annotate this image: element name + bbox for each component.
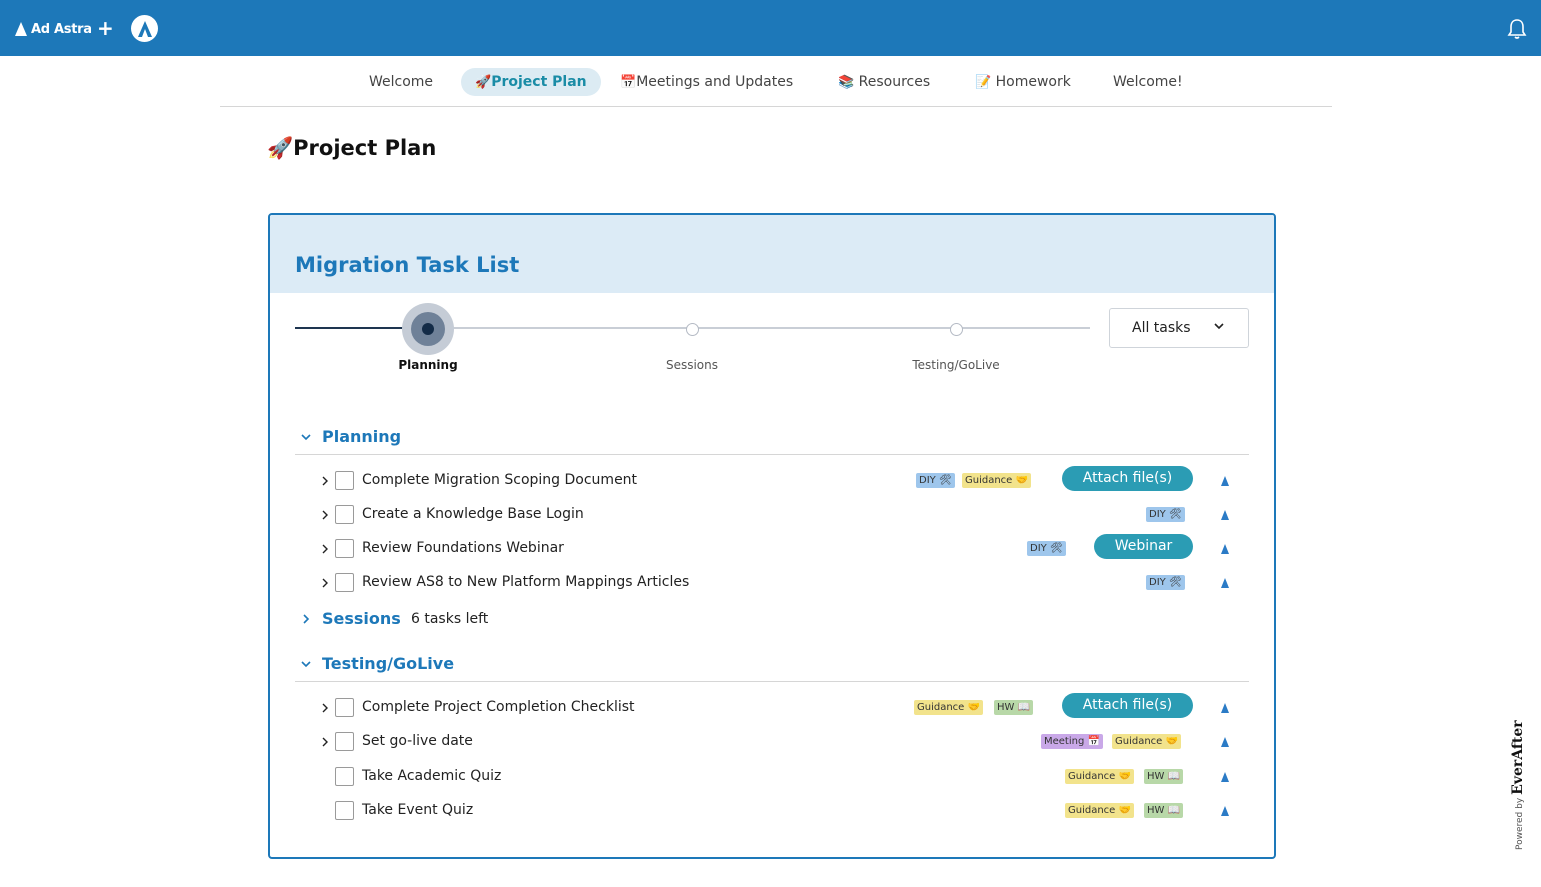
task-row: Create a Knowledge Base Login DIY 🛠 [295,499,1249,533]
task-checkbox[interactable] [335,573,354,592]
calendar-icon: 📅 [620,75,637,90]
task-row: Complete Migration Scoping Document DIY … [295,465,1249,499]
books-icon: 📚 [838,75,855,90]
tab-resources[interactable]: 📚 Resources [838,74,931,90]
ad-astra-icon[interactable] [1221,772,1230,783]
chevron-right-icon[interactable] [320,510,330,520]
ad-astra-logo-icon [15,22,27,36]
attach-files-button[interactable]: Attach file(s) [1062,693,1193,718]
webinar-button[interactable]: Webinar [1094,534,1193,559]
top-bar: Ad Astra + [0,0,1541,56]
tab-welcome[interactable]: Welcome [369,74,434,90]
tab-welcome-2[interactable]: Welcome! [1113,74,1183,90]
diy-badge: DIY 🛠 [1146,575,1185,590]
task-filter-select[interactable]: All tasks [1109,308,1249,348]
rocket-icon: 🚀 [475,75,492,90]
ad-astra-icon[interactable] [1221,578,1230,589]
homework-badge: HW 📖 [994,700,1034,715]
attach-files-button[interactable]: Attach file(s) [1062,466,1193,491]
memo-icon: 📝 [975,75,992,90]
section-testing-golive: Testing/GoLive [295,652,1249,682]
step-label-planning[interactable]: Planning [398,358,458,372]
task-row: Review Foundations Webinar DIY 🛠 Webinar [295,533,1249,567]
homework-badge: HW 📖 [1144,769,1184,784]
chevron-down-icon [301,661,311,668]
plus-icon[interactable]: + [97,16,114,40]
tab-project-plan[interactable]: 🚀Project Plan [461,68,601,96]
task-name[interactable]: Complete Migration Scoping Document [362,472,638,488]
diy-badge: DIY 🛠 [1027,541,1066,556]
section-header-planning[interactable]: Planning [295,425,1249,455]
bell-icon[interactable] [1507,18,1527,40]
task-name[interactable]: Take Event Quiz [362,802,474,818]
section-header-testing-golive[interactable]: Testing/GoLive [295,652,1249,682]
ad-astra-icon[interactable] [1221,510,1230,521]
task-checkbox[interactable] [335,539,354,558]
step-dot-planning[interactable] [422,323,434,335]
powered-by-everafter[interactable]: Powered byEverAfter [1510,720,1526,850]
diy-badge: DIY 🛠 [1146,507,1185,522]
guidance-badge: Guidance 🤝 [1065,769,1134,784]
ad-astra-icon[interactable] [1221,703,1230,714]
rocket-icon: 🚀 [267,136,294,160]
page-title: 🚀Project Plan [267,136,437,160]
ad-astra-icon[interactable] [1221,737,1230,748]
ad-astra-icon[interactable] [1221,476,1230,487]
guidance-badge: Guidance 🤝 [1112,734,1181,749]
guidance-badge: Guidance 🤝 [914,700,983,715]
task-name[interactable]: Review Foundations Webinar [362,540,564,556]
diy-badge: DIY 🛠 [916,473,955,488]
tab-homework[interactable]: 📝 Homework [975,74,1071,90]
card-title: Migration Task List [295,253,520,277]
task-row: Take Event Quiz Guidance 🤝 HW 📖 [295,795,1249,829]
task-checkbox[interactable] [335,698,354,717]
homework-badge: HW 📖 [1144,803,1184,818]
chevron-right-icon[interactable] [320,578,330,588]
meeting-badge: Meeting 📅 [1041,734,1103,749]
chevron-down-icon [1214,323,1224,330]
section-sessions: Sessions 6 tasks left [295,607,1249,637]
task-row: Set go-live date Meeting 📅 Guidance 🤝 [295,726,1249,760]
step-label-testing[interactable]: Testing/GoLive [912,358,1000,372]
task-checkbox[interactable] [335,801,354,820]
task-row: Review AS8 to New Platform Mappings Arti… [295,567,1249,601]
ad-astra-icon[interactable] [1221,544,1230,555]
section-planning: Planning [295,425,1249,455]
avatar[interactable] [131,15,158,42]
chevron-right-icon[interactable] [320,544,330,554]
task-row: Take Academic Quiz Guidance 🤝 HW 📖 [295,761,1249,795]
task-checkbox[interactable] [335,505,354,524]
chevron-down-icon [301,434,311,441]
ad-astra-logo-icon [137,20,152,37]
ad-astra-icon[interactable] [1221,806,1230,817]
tab-bar: Welcome 🚀Project Plan 📅Meetings and Upda… [220,56,1332,107]
step-dot-testing[interactable] [950,323,963,336]
card-header: Migration Task List [270,215,1274,293]
ad-astra-logo[interactable]: Ad Astra [15,19,92,39]
task-checkbox[interactable] [335,471,354,490]
task-name[interactable]: Set go-live date [362,733,473,749]
tab-meetings-and-updates[interactable]: 📅Meetings and Updates [620,74,794,90]
task-row: Complete Project Completion Checklist Gu… [295,692,1249,726]
chevron-right-icon[interactable] [320,703,330,713]
step-dot-sessions[interactable] [686,323,699,336]
guidance-badge: Guidance 🤝 [1065,803,1134,818]
everafter-logo: EverAfter [1510,720,1526,795]
chevron-right-icon[interactable] [320,476,330,486]
step-label-sessions[interactable]: Sessions [665,358,719,372]
tasks-left-count: 6 tasks left [411,611,489,627]
task-name[interactable]: Take Academic Quiz [362,768,502,784]
brand-name: Ad Astra [31,21,92,37]
task-checkbox[interactable] [335,732,354,751]
task-name[interactable]: Create a Knowledge Base Login [362,506,584,522]
task-name[interactable]: Complete Project Completion Checklist [362,699,635,715]
chevron-right-icon [303,614,310,624]
migration-task-list-card: Migration Task List Planning Sessions Te… [268,213,1276,859]
guidance-badge: Guidance 🤝 [962,473,1031,488]
task-name[interactable]: Review AS8 to New Platform Mappings Arti… [362,574,690,590]
section-header-sessions[interactable]: Sessions 6 tasks left [295,607,1249,637]
chevron-right-icon[interactable] [320,737,330,747]
task-checkbox[interactable] [335,767,354,786]
